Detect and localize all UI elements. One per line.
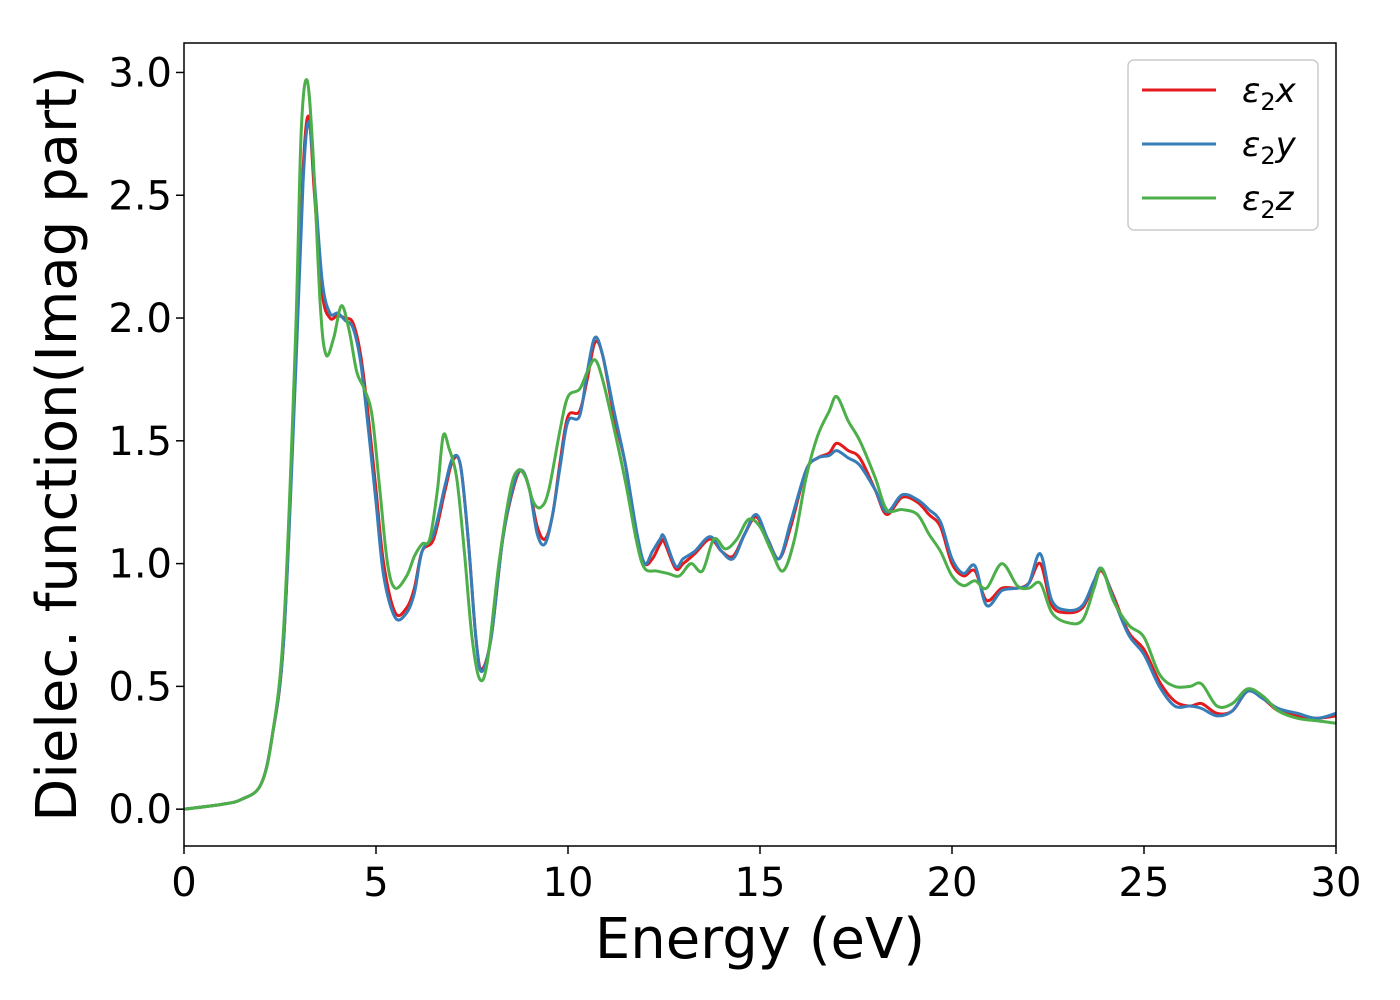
y-tick-label: 1.0	[108, 542, 172, 588]
x-tick-label: 0	[171, 860, 196, 906]
legend-label-z: ε2z	[1242, 179, 1295, 224]
x-tick-label: 30	[1311, 860, 1362, 906]
series-line-y	[184, 120, 1336, 811]
series-layer	[184, 78, 1336, 811]
y-tick-label: 2.0	[108, 296, 172, 342]
legend-label-x: ε2x	[1242, 71, 1297, 116]
legend: ε2x ε2y ε2z	[1127, 59, 1319, 231]
y-axis-label: Dielec. function(Imag part)	[25, 66, 90, 822]
x-tick-label: 15	[735, 860, 786, 906]
x-tick-label: 25	[1119, 860, 1170, 906]
y-tick-label: 0.0	[108, 787, 172, 833]
x-tick-label: 10	[543, 860, 594, 906]
x-tick-label: 20	[927, 860, 978, 906]
legend-label-y: ε2y	[1242, 125, 1297, 170]
y-tick-label: 2.5	[108, 173, 172, 219]
y-tick-label: 1.5	[108, 419, 172, 465]
y-tick-label: 3.0	[108, 50, 172, 96]
legend-box	[1127, 59, 1319, 231]
x-tick-label: 5	[363, 860, 388, 906]
x-axis: 0 5 10 15 20 25 30	[171, 846, 1361, 906]
y-axis: 0.0 0.5 1.0 1.5 2.0 2.5 3.0	[108, 50, 184, 833]
x-axis-label: Energy (eV)	[595, 907, 925, 972]
series-line-z	[184, 78, 1336, 811]
y-tick-label: 0.5	[108, 664, 172, 710]
